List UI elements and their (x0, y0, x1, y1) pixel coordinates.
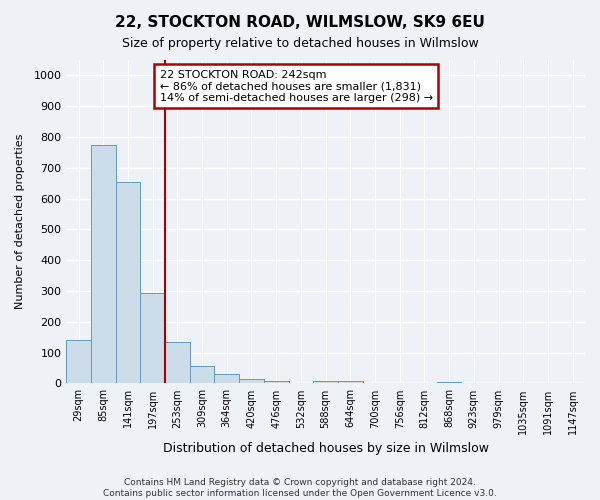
Text: Size of property relative to detached houses in Wilmslow: Size of property relative to detached ho… (122, 38, 478, 51)
Text: Contains HM Land Registry data © Crown copyright and database right 2024.
Contai: Contains HM Land Registry data © Crown c… (103, 478, 497, 498)
Bar (190, 366, 214, 384)
Bar (338, 381, 362, 384)
Bar (165, 342, 190, 384)
Text: 22, STOCKTON ROAD, WILMSLOW, SK9 6EU: 22, STOCKTON ROAD, WILMSLOW, SK9 6EU (115, 15, 485, 30)
Bar (66, 340, 91, 384)
Bar (362, 383, 388, 384)
Y-axis label: Number of detached properties: Number of detached properties (15, 134, 25, 310)
Bar (91, 144, 116, 384)
Bar (239, 379, 264, 384)
Text: 22 STOCKTON ROAD: 242sqm
← 86% of detached houses are smaller (1,831)
14% of sem: 22 STOCKTON ROAD: 242sqm ← 86% of detach… (160, 70, 433, 103)
Bar (214, 374, 239, 384)
Bar (116, 182, 140, 384)
X-axis label: Distribution of detached houses by size in Wilmslow: Distribution of detached houses by size … (163, 442, 488, 455)
Bar (437, 382, 461, 384)
Bar (289, 383, 313, 384)
Bar (140, 292, 165, 384)
Bar (313, 381, 338, 384)
Bar (264, 381, 289, 384)
